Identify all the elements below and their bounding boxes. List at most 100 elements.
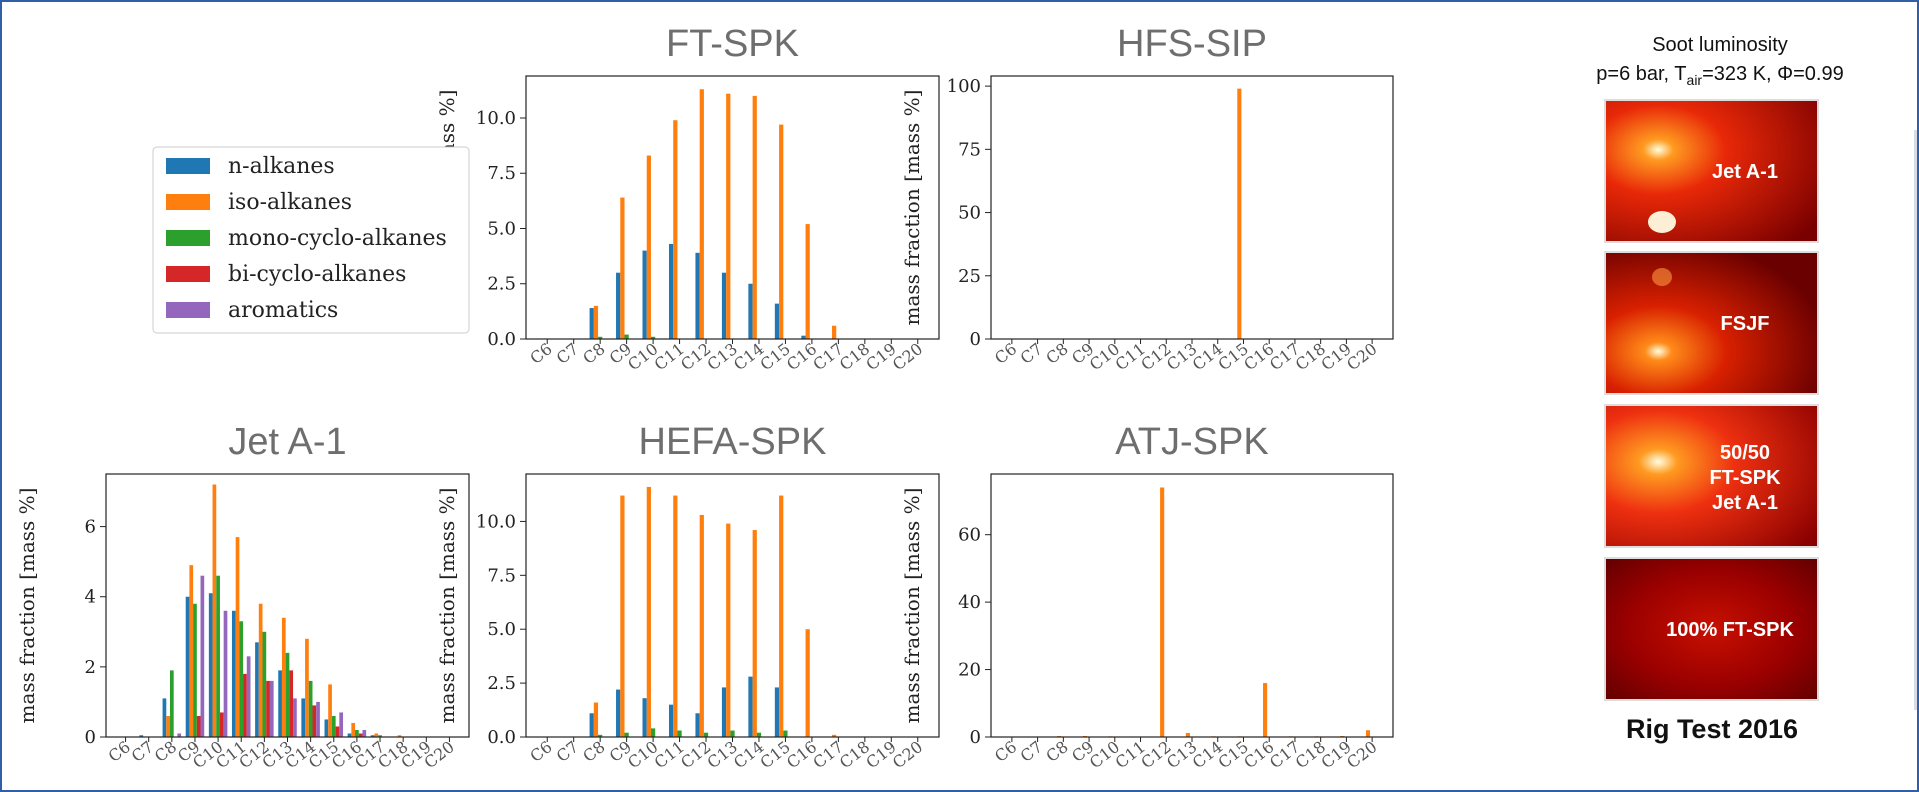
bar — [801, 335, 806, 339]
bar — [166, 715, 170, 737]
bar — [699, 89, 704, 340]
bar — [805, 224, 810, 339]
bar — [703, 732, 709, 737]
y-axis-label: mass fraction [mass %] — [900, 90, 924, 326]
bar — [805, 629, 810, 737]
bar — [832, 734, 837, 737]
subtitle-part: =323 K, Φ=0.99 — [1702, 63, 1844, 85]
bar — [281, 617, 286, 737]
bar — [589, 713, 594, 737]
y-tick-label: 2 — [85, 657, 96, 678]
bar — [351, 722, 356, 737]
x-tick-label: C20 — [889, 339, 926, 374]
bar — [196, 715, 201, 737]
bar — [699, 514, 704, 737]
bar — [779, 495, 784, 737]
soot-image — [1604, 251, 1819, 395]
x-tick-label: C20 — [889, 737, 926, 772]
y-axis-label: mass fraction [mass %] — [435, 488, 459, 724]
y-tick-label: 0 — [970, 727, 981, 748]
x-tick-label: C7 — [553, 339, 582, 368]
image-label: FT-SPK — [1709, 467, 1781, 489]
axes-frame — [990, 473, 1394, 738]
y-tick-label: 75 — [958, 139, 981, 160]
bar — [246, 656, 251, 737]
bar — [748, 283, 753, 339]
bar — [642, 250, 647, 339]
subtitle-part: p=6 bar, T — [1596, 63, 1686, 85]
bar — [650, 336, 656, 339]
y-tick-label: 6 — [85, 517, 96, 538]
bar — [1185, 732, 1190, 737]
image-label: Jet A-1 — [1712, 492, 1778, 514]
bar — [239, 621, 244, 737]
bar — [620, 495, 625, 737]
panel-caption: Rig Test 2016 — [1626, 714, 1798, 744]
bar — [316, 701, 320, 737]
bar — [721, 272, 727, 339]
bar — [624, 334, 629, 339]
bar — [646, 486, 651, 737]
x-tick-label: C6 — [526, 737, 555, 766]
bar — [235, 537, 240, 737]
bar — [593, 305, 599, 339]
bar — [832, 325, 837, 339]
legend-label: mono-cyclo-alkanes — [228, 226, 447, 251]
bar — [593, 702, 599, 737]
bar — [339, 712, 344, 737]
y-tick-label: 4 — [85, 587, 96, 608]
hot-spot — [1652, 268, 1672, 286]
bar — [730, 730, 735, 737]
y-tick-label: 5.0 — [487, 619, 516, 640]
chart-title: ATJ-SPK — [1115, 421, 1268, 463]
bar — [589, 308, 594, 339]
image-label: 50/50 — [1720, 442, 1770, 464]
y-tick-label: 7.5 — [487, 565, 516, 586]
bar — [726, 93, 731, 340]
bar — [673, 495, 678, 737]
bar — [774, 687, 780, 737]
y-tick-label: 10.0 — [476, 511, 516, 532]
bar — [598, 336, 603, 339]
bar — [177, 733, 182, 737]
y-tick-label: 25 — [958, 266, 981, 287]
bar — [255, 642, 259, 737]
y-tick-label: 60 — [958, 525, 981, 546]
y-tick-label: 40 — [958, 592, 981, 613]
soot-image — [1604, 557, 1819, 701]
legend-swatch — [166, 194, 210, 210]
y-tick-label: 10.0 — [476, 108, 516, 129]
y-tick-label: 0.0 — [487, 329, 516, 350]
bar — [243, 673, 247, 737]
bar — [312, 705, 317, 737]
y-tick-label: 0 — [85, 727, 96, 748]
bar — [139, 735, 144, 737]
bar — [779, 124, 784, 339]
bar — [1237, 88, 1242, 340]
bar — [362, 729, 367, 737]
soot-image — [1604, 404, 1819, 548]
bar — [347, 733, 352, 737]
bar — [262, 631, 267, 737]
y-tick-label: 2.5 — [487, 274, 516, 295]
bar — [185, 596, 190, 737]
chart-title: HEFA-SPK — [639, 421, 827, 463]
bar — [289, 670, 294, 737]
panel-title: Soot luminosity — [1652, 34, 1788, 56]
axes-frame — [990, 75, 1394, 340]
bar — [668, 704, 674, 737]
bar — [695, 713, 700, 737]
x-tick-label: C20 — [1343, 737, 1380, 772]
axes-frame — [525, 75, 940, 340]
bar — [397, 735, 402, 737]
legend-label: bi-cyclo-alkanes — [228, 262, 406, 287]
legend-box — [152, 146, 470, 334]
bar — [208, 593, 213, 737]
bar — [189, 565, 194, 737]
legend-label: aromatics — [228, 298, 338, 323]
bar — [650, 728, 656, 737]
bar — [258, 603, 263, 737]
legend-swatch — [166, 302, 210, 318]
bar — [752, 95, 757, 340]
bar — [223, 610, 228, 737]
